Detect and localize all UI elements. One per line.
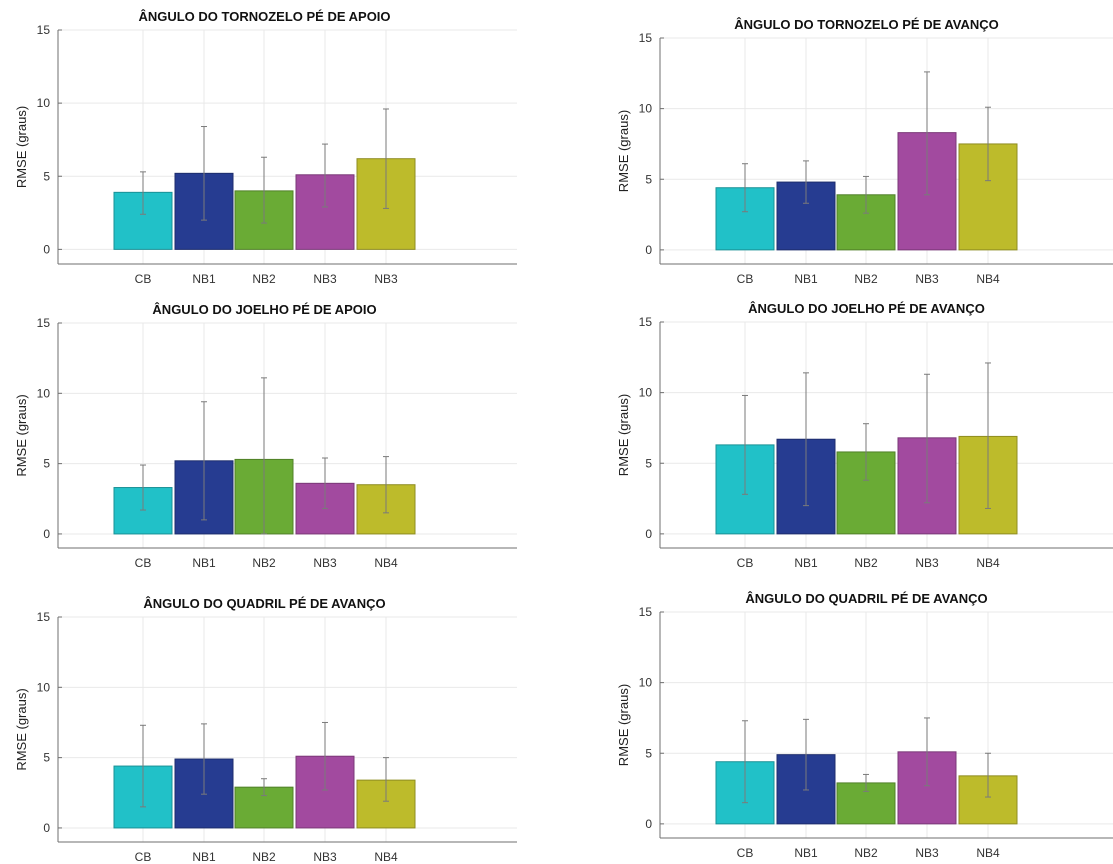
chart-title: ÂNGULO DO JOELHO PÉ DE APOIO bbox=[152, 302, 376, 317]
y-tick-label-3: 15 bbox=[37, 23, 51, 37]
y-tick-label-2: 10 bbox=[37, 386, 51, 400]
y-tick-label-0: 0 bbox=[43, 242, 50, 256]
y-tick-label-3: 15 bbox=[639, 605, 653, 619]
chart-panel-2: 0 5 10 15 CB NB1 NB2 NB3 NB4 RMSE (graus) ÂNGULO D… bbox=[616, 17, 1113, 286]
x-tick-label-3: NB2 bbox=[252, 272, 276, 286]
x-tick-label-4: NB3 bbox=[313, 850, 337, 864]
y-axis-label: RMSE (graus) bbox=[616, 110, 631, 192]
y-tick-label-1: 5 bbox=[43, 457, 50, 471]
x-tick-label-4: NB3 bbox=[915, 846, 939, 860]
chart-title: ÂNGULO DO QUADRIL PÉ DE AVANÇO bbox=[143, 596, 385, 611]
x-tick-label-1: CB bbox=[135, 556, 152, 570]
x-tick-label-4: NB3 bbox=[915, 556, 939, 570]
y-tick-label-0: 0 bbox=[43, 821, 50, 835]
x-tick-label-1: CB bbox=[737, 556, 754, 570]
chart-panel-6: 0 5 10 15 CB NB1 NB2 NB3 NB4 RMSE (graus) ÂNGULO D… bbox=[616, 591, 1113, 860]
x-tick-label-3: NB2 bbox=[252, 556, 276, 570]
y-axis-label: RMSE (graus) bbox=[14, 394, 29, 476]
y-axis-label: RMSE (graus) bbox=[14, 688, 29, 770]
y-tick-label-2: 10 bbox=[37, 96, 51, 110]
y-tick-label-0: 0 bbox=[43, 527, 50, 541]
y-axis-label: RMSE (graus) bbox=[616, 394, 631, 476]
chart-panel-5: 0 5 10 15 CB NB1 NB2 NB3 NB4 RMSE (graus) ÂNGULO D… bbox=[14, 596, 517, 864]
x-tick-label-2: NB1 bbox=[192, 556, 216, 570]
chart-panel-3: 0 5 10 15 CB NB1 NB2 NB3 NB4 RMSE (graus) ÂNGULO D… bbox=[14, 302, 517, 570]
x-tick-label-5: NB4 bbox=[976, 846, 1000, 860]
x-tick-label-2: NB1 bbox=[794, 846, 818, 860]
x-tick-label-1: CB bbox=[737, 272, 754, 286]
chart-panel-1: 0 5 10 15 CB NB1 NB2 NB3 NB3 RMSE (graus) ÂNGULO D… bbox=[14, 9, 517, 286]
x-tick-label-5: NB4 bbox=[374, 556, 398, 570]
x-tick-label-2: NB1 bbox=[192, 850, 216, 864]
y-tick-label-3: 15 bbox=[639, 315, 653, 329]
x-tick-label-3: NB2 bbox=[854, 272, 878, 286]
chart-panel-4: 0 5 10 15 CB NB1 NB2 NB3 NB4 RMSE (graus) ÂNGULO D… bbox=[616, 301, 1113, 570]
y-tick-label-1: 5 bbox=[645, 456, 652, 470]
x-tick-label-2: NB1 bbox=[192, 272, 216, 286]
x-tick-label-2: NB1 bbox=[794, 556, 818, 570]
chart-title: ÂNGULO DO QUADRIL PÉ DE AVANÇO bbox=[745, 591, 987, 606]
chart-title: ÂNGULO DO TORNOZELO PÉ DE AVANÇO bbox=[734, 17, 999, 32]
x-tick-label-5: NB4 bbox=[374, 850, 398, 864]
x-tick-label-3: NB2 bbox=[854, 556, 878, 570]
x-tick-label-4: NB3 bbox=[313, 272, 337, 286]
y-tick-label-2: 10 bbox=[639, 676, 653, 690]
y-tick-label-0: 0 bbox=[645, 527, 652, 541]
y-tick-label-3: 15 bbox=[37, 316, 51, 330]
y-tick-label-1: 5 bbox=[645, 172, 652, 186]
x-tick-label-4: NB3 bbox=[313, 556, 337, 570]
y-tick-label-3: 15 bbox=[639, 31, 653, 45]
y-axis-label: RMSE (graus) bbox=[616, 684, 631, 766]
y-tick-label-2: 10 bbox=[639, 386, 653, 400]
y-tick-label-0: 0 bbox=[645, 243, 652, 257]
y-tick-label-1: 5 bbox=[43, 751, 50, 765]
x-tick-label-5: NB4 bbox=[976, 272, 1000, 286]
x-tick-label-2: NB1 bbox=[794, 272, 818, 286]
y-tick-label-2: 10 bbox=[37, 680, 51, 694]
x-tick-label-1: CB bbox=[135, 272, 152, 286]
x-tick-label-1: CB bbox=[737, 846, 754, 860]
y-tick-label-3: 15 bbox=[37, 610, 51, 624]
y-axis-label: RMSE (graus) bbox=[14, 106, 29, 188]
y-tick-label-2: 10 bbox=[639, 102, 653, 116]
y-tick-label-1: 5 bbox=[645, 746, 652, 760]
chart-title: ÂNGULO DO TORNOZELO PÉ DE APOIO bbox=[138, 9, 390, 24]
x-tick-label-3: NB2 bbox=[854, 846, 878, 860]
x-tick-label-3: NB2 bbox=[252, 850, 276, 864]
x-tick-label-1: CB bbox=[135, 850, 152, 864]
x-tick-label-4: NB3 bbox=[915, 272, 939, 286]
y-tick-label-0: 0 bbox=[645, 817, 652, 831]
x-tick-label-5: NB3 bbox=[374, 272, 398, 286]
x-tick-label-5: NB4 bbox=[976, 556, 1000, 570]
y-tick-label-1: 5 bbox=[43, 169, 50, 183]
chart-title: ÂNGULO DO JOELHO PÉ DE AVANÇO bbox=[748, 301, 985, 316]
